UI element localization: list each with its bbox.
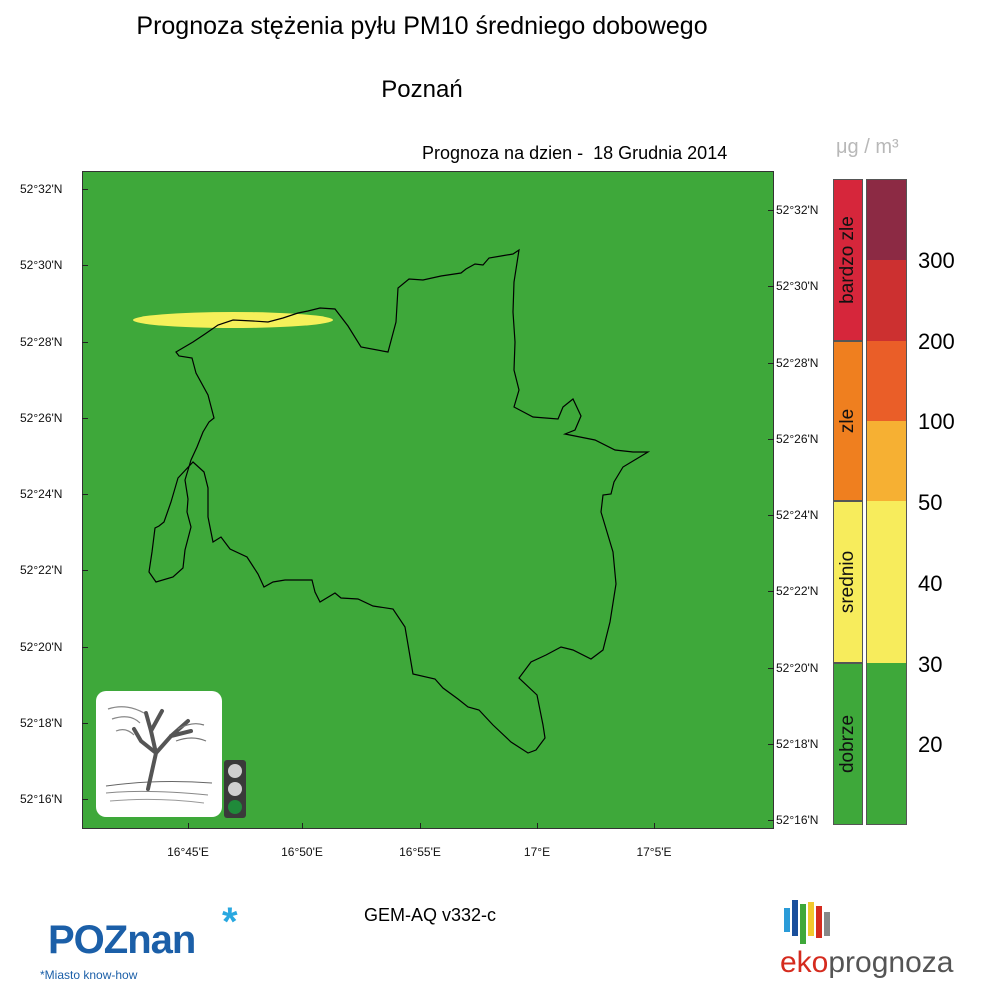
legend-category-very-bad: bardzo zle [833, 179, 863, 341]
legend-level-value: 20 [918, 732, 943, 757]
legend-level-band [867, 582, 906, 663]
latitude-label-right: 52°16'N [776, 813, 819, 827]
latitude-label-right: 52°24'N [776, 508, 819, 522]
latitude-tick [82, 494, 88, 495]
legend-level-frame [866, 179, 907, 825]
latitude-tick [768, 363, 774, 364]
latitude-tick [82, 189, 88, 190]
unit-label: μg / m³ [836, 136, 899, 158]
legend-level-value: 100 [918, 409, 955, 434]
longitude-label: 17°5'E [636, 845, 672, 859]
weather-icon-panel [96, 691, 222, 817]
legend-category-label: dobrze [837, 714, 859, 774]
legend-level-value: 50 [918, 490, 943, 515]
ekoprognoza-bars-icon [784, 900, 830, 944]
longitude-tick [188, 823, 189, 829]
longitude-label: 16°50'E [281, 845, 323, 859]
latitude-tick [768, 591, 774, 592]
traffic-light-icon [224, 760, 246, 818]
latitude-label-right: 52°32'N [776, 203, 819, 217]
traffic-light-bottom [228, 800, 242, 814]
longitude-tick [302, 823, 303, 829]
latitude-label-left: 52°26'N [20, 411, 63, 425]
latitude-label-left: 52°22'N [20, 563, 63, 577]
forecast-date: Prognoza na dzien - 18 Grudnia 2014 [422, 143, 728, 163]
chart-title: Prognoza stężenia pyłu PM10 średniego do… [136, 12, 708, 40]
longitude-label: 16°45'E [167, 845, 209, 859]
traffic-light-top [228, 764, 242, 778]
legend-category-label: srednio [837, 550, 859, 614]
poznan-logo-star: * [222, 900, 238, 944]
latitude-tick [82, 647, 88, 648]
legend-category-label: zle [836, 408, 858, 434]
legend-level-band [867, 501, 906, 582]
eko-prefix: eko [780, 946, 829, 979]
legend-level-band [867, 341, 906, 422]
legend-level-value: 40 [918, 571, 943, 596]
latitude-tick [82, 418, 88, 419]
legend-level-band [867, 260, 906, 341]
latitude-tick [82, 799, 88, 800]
traffic-light-middle [228, 782, 242, 796]
latitude-label-right: 52°20'N [776, 661, 819, 675]
latitude-tick [768, 668, 774, 669]
windy-tree-icon [105, 706, 213, 804]
legend-category-bad: zle [833, 341, 863, 501]
latitude-tick [82, 265, 88, 266]
legend-level-band [867, 663, 906, 744]
latitude-tick [768, 210, 774, 211]
legend-level-value: 30 [918, 652, 943, 677]
legend-level-value: 200 [918, 329, 955, 354]
longitude-tick [420, 823, 421, 829]
poznan-logo-tagline: *Miasto know-how [40, 968, 138, 982]
latitude-label-right: 52°22'N [776, 584, 819, 598]
latitude-tick [768, 744, 774, 745]
latitude-tick [768, 286, 774, 287]
longitude-label: 16°55'E [399, 845, 441, 859]
latitude-label-right: 52°30'N [776, 279, 819, 293]
longitude-label: 17°E [523, 845, 551, 859]
legend-category-medium: srednio [833, 501, 863, 663]
latitude-label-right: 52°18'N [776, 737, 819, 751]
poznan-logo: POZnan [48, 918, 196, 962]
legend-level-band [867, 180, 906, 261]
latitude-tick [82, 570, 88, 571]
legend-level-value: 300 [918, 248, 955, 273]
latitude-label-left: 52°30'N [20, 258, 63, 272]
latitude-tick [768, 820, 774, 821]
latitude-label-left: 52°24'N [20, 487, 63, 501]
legend-category-good: dobrze [833, 663, 863, 825]
longitude-tick [654, 823, 655, 829]
latitude-tick [768, 439, 774, 440]
latitude-tick [82, 342, 88, 343]
chart-subtitle: Poznań [381, 76, 463, 103]
latitude-label-left: 52°28'N [20, 335, 63, 349]
longitude-tick [537, 823, 538, 829]
model-label: GEM-AQ v332-c [363, 905, 497, 925]
latitude-label-left: 52°20'N [20, 640, 63, 654]
legend-level-band [867, 421, 906, 502]
latitude-label-left: 52°18'N [20, 716, 63, 730]
latitude-tick [82, 723, 88, 724]
latitude-label-right: 52°26'N [776, 432, 819, 446]
eko-suffix: prognoza [828, 946, 954, 979]
ekoprognoza-logo: ekoprognoza [780, 946, 953, 980]
map-canvas [133, 248, 651, 754]
city-boundary [148, 248, 651, 754]
legend-level-band [867, 744, 906, 824]
latitude-label-right: 52°28'N [776, 356, 819, 370]
latitude-label-left: 52°16'N [20, 792, 63, 806]
latitude-label-left: 52°32'N [20, 182, 63, 196]
legend-category-label: bardzo zle [837, 216, 859, 304]
latitude-tick [768, 515, 774, 516]
